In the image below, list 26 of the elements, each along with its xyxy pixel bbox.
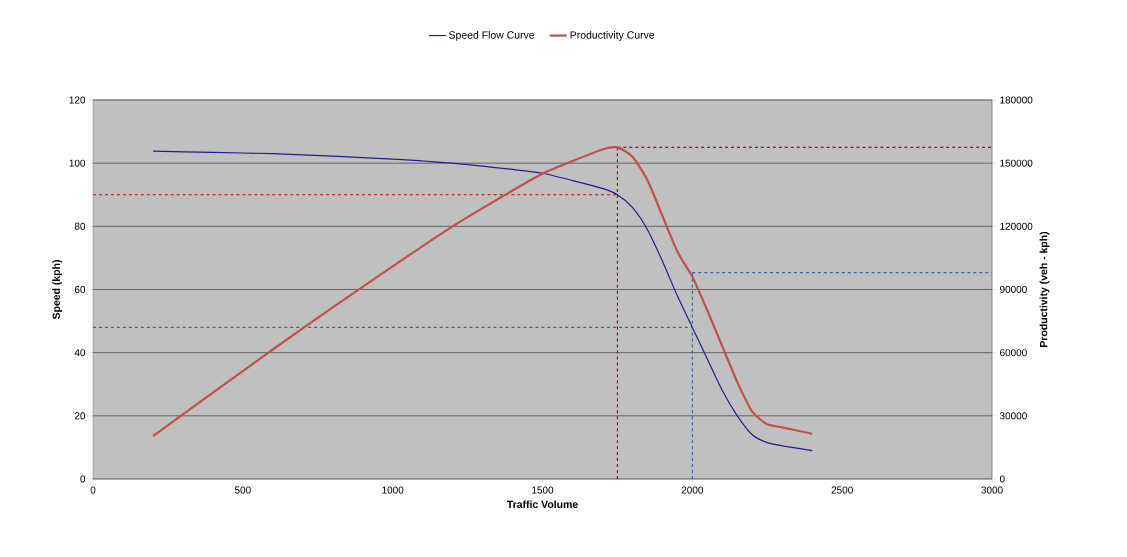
y-tick-label: 80 xyxy=(74,222,86,230)
x-tick-label: 2000 xyxy=(681,486,704,494)
y2-tick-label: 120000 xyxy=(1000,222,1033,230)
y2-tick-label: 90000 xyxy=(1000,285,1027,294)
x-axis-title: Traffic Volume xyxy=(506,500,578,509)
y-axis-title: Speed (kph) xyxy=(52,260,63,320)
y2-tick-label: 60000 xyxy=(1000,349,1027,357)
y-tick-label: 60 xyxy=(74,285,86,294)
y2-tick-label: 0 xyxy=(999,475,1005,483)
y-tick-label: 100 xyxy=(69,159,86,167)
y2-axis-title: Productivity (veh - kph) xyxy=(1039,231,1050,347)
y-tick-label: 0 xyxy=(80,475,86,483)
y2-tick-label: 180000 xyxy=(1000,96,1033,104)
y-tick-label: 20 xyxy=(74,412,86,420)
x-tick-label: 3000 xyxy=(981,486,1003,494)
y2-tick-label: 30000 xyxy=(999,412,1027,420)
y-tick-label: 120 xyxy=(69,96,86,104)
x-tick-label: 500 xyxy=(234,486,251,494)
x-tick-label: 2500 xyxy=(831,486,853,494)
y2-tick-label: 150000 xyxy=(1000,159,1033,167)
legend-label: Speed Flow Curve xyxy=(449,31,535,41)
x-tick-label: 1000 xyxy=(382,486,404,494)
x-tick-label: 1500 xyxy=(532,486,554,494)
legend-label: Productivity Curve xyxy=(570,31,655,41)
y-tick-label: 40 xyxy=(74,349,86,357)
x-tick-label: 0 xyxy=(90,486,96,494)
